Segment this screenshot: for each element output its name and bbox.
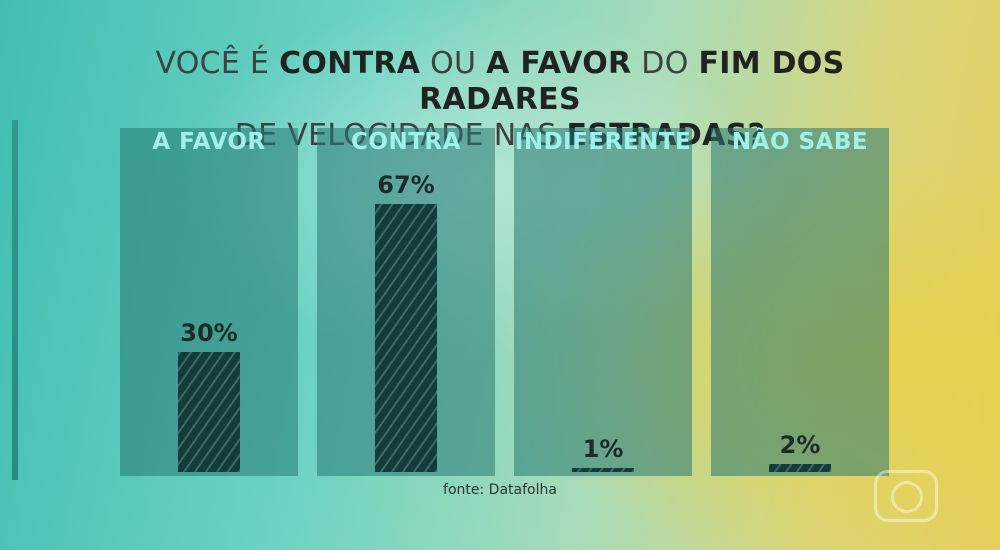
category-panel: [711, 128, 889, 476]
title-part: FIM DOS RADARES: [419, 46, 845, 117]
value-label: 1%: [582, 435, 624, 463]
category-panel: [514, 128, 692, 476]
category-label: A FAVOR: [152, 129, 266, 155]
title-part: DO: [631, 46, 699, 81]
category-label: INDIFERENTE: [514, 129, 692, 155]
title-part: A FAVOR: [486, 46, 632, 81]
title-part: VOCÊ É: [155, 46, 280, 81]
left-edge-decoration: [12, 120, 18, 480]
category-label: NÃO SABE: [731, 129, 869, 155]
bar: [572, 468, 634, 472]
title-part: CONTRA: [279, 46, 421, 81]
value-label: 67%: [377, 171, 435, 199]
bar: [178, 352, 240, 472]
title-part: OU: [420, 46, 487, 81]
bar: [375, 204, 437, 472]
value-label: 30%: [180, 319, 238, 347]
logo-circle-icon: [891, 481, 923, 513]
broadcaster-logo-icon: [874, 470, 938, 522]
source-note: fonte: Datafolha: [443, 482, 557, 498]
category-label: CONTRA: [351, 129, 461, 155]
value-label: 2%: [779, 431, 821, 459]
bar: [769, 464, 831, 472]
